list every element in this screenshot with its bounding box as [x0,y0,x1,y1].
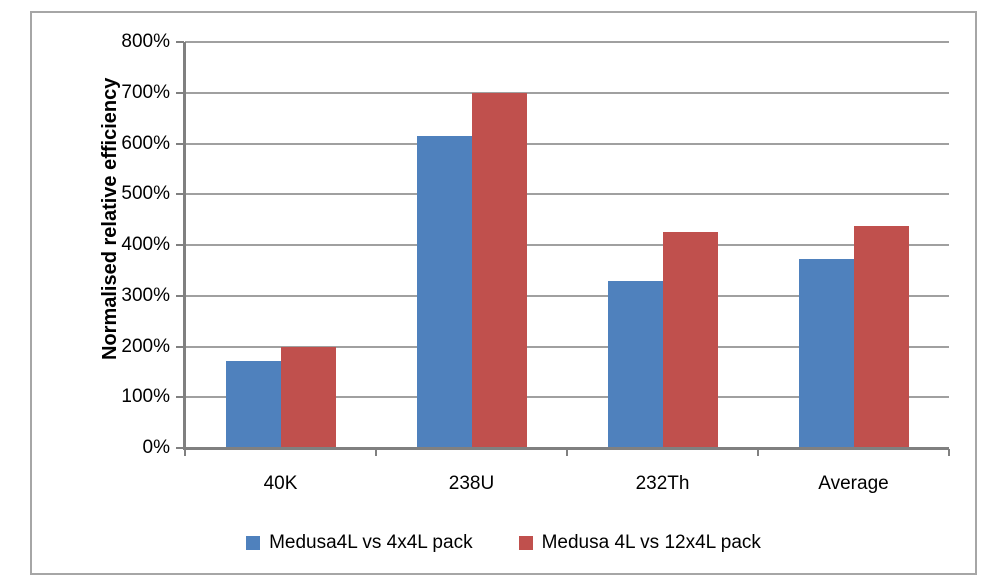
y-tick-label-0: 0% [142,437,170,458]
x-axis-line [183,447,949,450]
y-tick-label-100: 100% [121,386,170,408]
x-tick-2 [566,449,568,456]
y-tick-label-200: 200% [121,335,170,357]
legend-label: Medusa4L vs 4x4L pack [269,532,473,553]
x-tick-1 [375,449,377,456]
legend-item-series2: Medusa 4L vs 12x4L pack [518,531,761,555]
legend-swatch-icon [246,536,261,550]
category-label-Average: Average [818,473,889,494]
gridline-300 [185,294,949,297]
x-tick-4 [948,449,950,456]
gridline-700 [185,91,949,94]
gridline-200 [185,345,949,348]
bar-40K-series2 [280,346,336,448]
y-tick-label-500: 500% [121,183,170,205]
legend-swatch-icon [518,536,533,550]
y-tick-500 [176,193,184,196]
category-label-232Th: 232Th [635,473,690,494]
bar-232Th-series1 [607,280,663,448]
y-tick-200 [176,345,184,348]
y-tick-100 [176,396,184,399]
y-tick-0 [176,447,184,449]
bar-232Th-series2 [662,232,718,448]
bar-40K-series1 [225,360,281,448]
bar-238U-series2 [471,92,527,448]
gridline-100 [185,396,949,399]
y-tick-300 [176,294,184,297]
y-tick-label-400: 400% [121,234,170,255]
y-tick-400 [176,244,184,246]
bar-Average-series1 [798,259,854,448]
y-tick-label-800: 800% [121,31,170,52]
y-tick-600 [176,142,184,145]
legend-label: Medusa 4L vs 12x4L pack [541,532,761,553]
y-axis-line [183,42,186,450]
category-label-40K: 40K [263,473,298,494]
bar-Average-series2 [853,226,909,448]
bar-238U-series1 [416,135,472,448]
gridline-800 [185,41,949,43]
gridline-400 [185,244,949,246]
gridline-600 [185,142,949,145]
chart-figure: Normalised relative efficiency Medusa4L … [30,11,977,575]
y-tick-label-600: 600% [121,132,170,154]
gridline-500 [185,193,949,196]
legend: Medusa4L vs 4x4L pack Medusa 4L vs 12x4L … [32,529,975,557]
y-tick-800 [176,41,184,43]
y-tick-700 [176,91,184,94]
x-tick-3 [757,449,759,456]
y-tick-label-300: 300% [121,284,170,306]
y-tick-label-700: 700% [121,81,170,103]
x-tick-0 [184,449,186,456]
legend-item-series1: Medusa4L vs 4x4L pack [246,531,473,555]
category-label-238U: 238U [448,473,495,494]
